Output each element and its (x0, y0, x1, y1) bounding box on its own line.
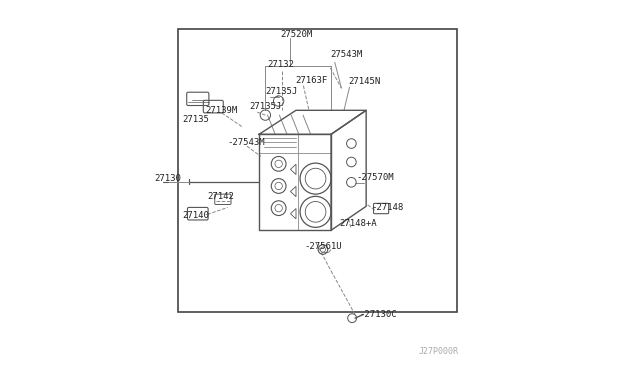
Text: 27543M: 27543M (330, 50, 363, 59)
Text: 27142: 27142 (207, 192, 234, 201)
Text: -27148: -27148 (371, 203, 403, 212)
Text: 27135J: 27135J (249, 102, 282, 111)
Text: 27145N: 27145N (348, 77, 380, 86)
Text: -27570M: -27570M (356, 173, 394, 182)
Text: 27135: 27135 (182, 115, 209, 124)
Text: 27140: 27140 (182, 211, 209, 220)
Text: 27135J: 27135J (266, 87, 298, 96)
Text: -27130C: -27130C (360, 310, 397, 319)
Bar (178, 29, 456, 311)
Text: 27139M: 27139M (205, 106, 238, 115)
Text: 27148+A: 27148+A (339, 219, 377, 228)
Text: 27130: 27130 (155, 174, 182, 183)
Text: 27132: 27132 (268, 60, 294, 69)
Text: J27P000R: J27P000R (419, 347, 458, 356)
Text: -27561U: -27561U (305, 243, 342, 251)
Text: 27163F: 27163F (295, 76, 327, 85)
Text: 27520M: 27520M (280, 30, 312, 39)
Text: -27543M: -27543M (227, 138, 264, 147)
